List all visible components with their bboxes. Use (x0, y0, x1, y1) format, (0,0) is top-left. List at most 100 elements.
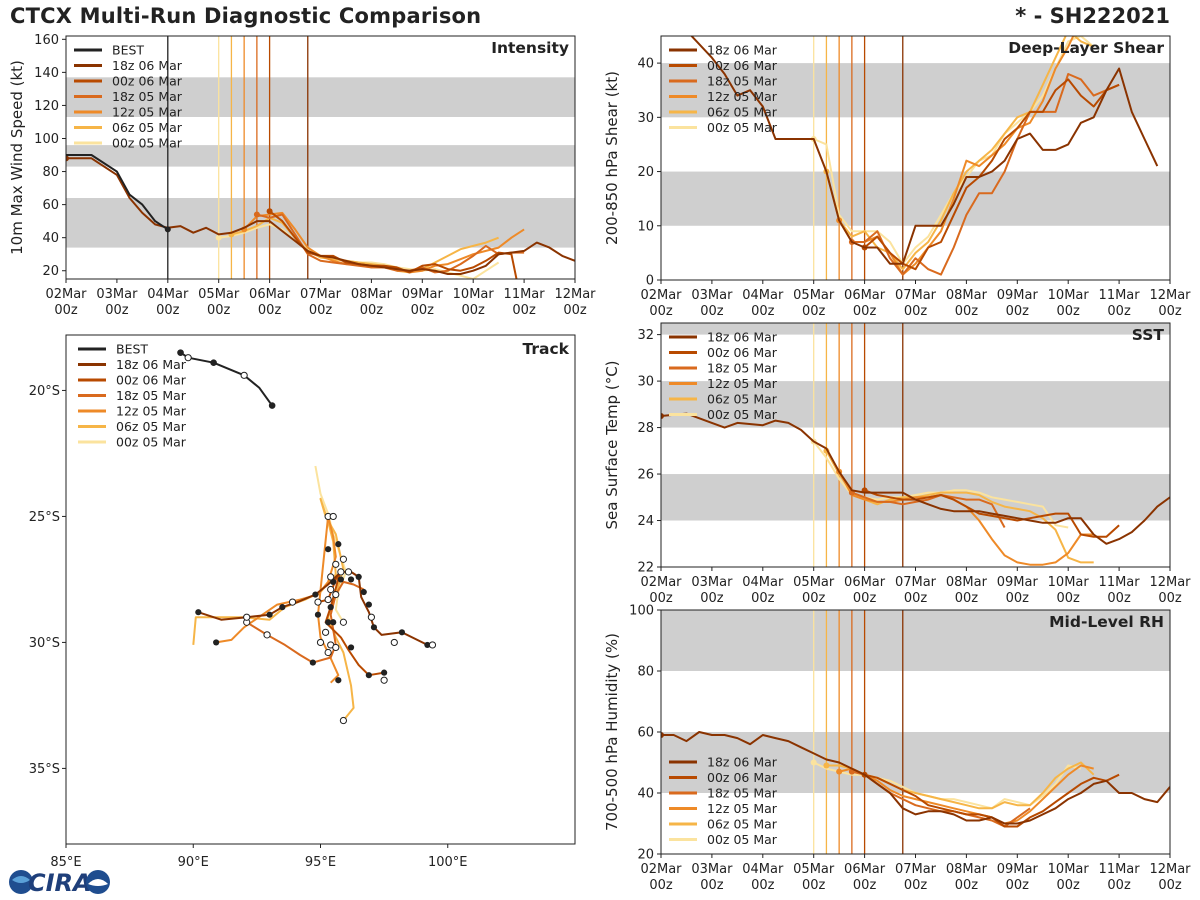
sst-xtick-label: 00z (751, 591, 775, 606)
rh-xtick-label: 00z (1107, 878, 1131, 893)
track-filled-marker (312, 591, 319, 598)
rh-xtick-label: 06Mar (844, 862, 886, 877)
track-open-marker (344, 568, 353, 576)
shear-xtick-label: 04Mar (742, 288, 784, 303)
shear-xtick-label: 00z (751, 304, 775, 319)
intensity-series-BEST (66, 154, 169, 231)
rh-xtick-label: 00z (1006, 878, 1030, 893)
track-filled-marker (325, 619, 332, 626)
shear-ylabel: 200-850 hPa Shear (kt) (603, 71, 621, 245)
rh-xtick-label: 08Mar (946, 862, 988, 877)
sst-xtick-label: 04Mar (742, 575, 784, 590)
track-open-marker (339, 555, 348, 563)
sst-legend-label: 12z 05 Mar (707, 376, 778, 391)
track-filled-marker (337, 576, 344, 583)
sst-legend-label: 06z 05 Mar (707, 392, 778, 407)
track-best-marker (210, 359, 217, 367)
track-open-marker (380, 676, 388, 684)
intensity-init-marker (266, 208, 273, 215)
rh-legend-label: 00z 05 Mar (707, 832, 778, 847)
shear-series-18z-05-Mar (851, 73, 1120, 276)
rh-init-marker (810, 759, 817, 766)
track-filled-marker (365, 601, 372, 608)
rh-ytick-label: 60 (637, 726, 654, 741)
track-open-marker (428, 641, 437, 649)
intensity-xtick-label: 09Mar (402, 287, 444, 302)
sst-xtick-label: 00z (853, 591, 877, 606)
figure-title: CTCX Multi-Run Diagnostic Comparison (10, 4, 482, 28)
track-legend-label: 06z 05 Mar (116, 419, 187, 434)
rh-xtick-label: 00z (802, 878, 826, 893)
sst-init-marker (661, 412, 664, 419)
storm-id: * - SH222021 (1015, 4, 1170, 28)
sst-xtick-label: 09Mar (997, 575, 1039, 590)
intensity-ylabel: 10m Max Wind Speed (kt) (8, 60, 26, 255)
rh-legend-label: 06z 05 Mar (707, 817, 778, 832)
intensity-xtick-label: 08Mar (351, 287, 393, 302)
track-ytick-label: 35°S (29, 762, 60, 777)
intensity-xtick-label: 10Mar (453, 287, 495, 302)
shear-ytick-label: 0 (646, 274, 654, 289)
rh-legend-label: 18z 05 Mar (707, 786, 778, 801)
track-open-marker (314, 598, 322, 606)
track-open-marker (339, 716, 348, 725)
shear-legend-label: 18z 05 Mar (707, 74, 778, 89)
intensity-legend-label: 12z 05 Mar (112, 105, 183, 120)
shear-xtick-label: 06Mar (844, 288, 886, 303)
track-open-marker (327, 585, 335, 594)
sst-xtick-label: 00z (904, 591, 928, 606)
track-xtick-label: 100°E (428, 855, 468, 870)
intensity-xtick-label: 00z (411, 303, 435, 318)
shear-ytick-label: 40 (637, 57, 654, 72)
shear-xtick-label: 05Mar (793, 288, 835, 303)
intensity-xtick-label: 02Mar (45, 287, 87, 302)
track-title: Track (523, 340, 570, 358)
sst-xtick-label: 06Mar (844, 575, 886, 590)
shear-legend-label: 00z 06 Mar (707, 58, 778, 73)
rh-xtick-label: 00z (853, 878, 877, 893)
intensity-xtick-label: 00z (105, 303, 129, 318)
intensity-xtick-label: 06Mar (249, 287, 291, 302)
track-legend-label: 18z 05 Mar (116, 388, 187, 403)
rh-xtick-label: 07Mar (895, 862, 937, 877)
rh-ylabel: 700-500 hPa Humidity (%) (603, 633, 621, 831)
track-series-BEST (179, 351, 273, 407)
intensity-series-18z-06-Mar (66, 157, 575, 275)
shear-xtick-label: 02Mar (640, 288, 682, 303)
rh-xtick-label: 00z (904, 878, 928, 893)
intensity-init-marker (66, 155, 69, 162)
track-open-marker (390, 638, 398, 647)
track-filled-marker (309, 659, 316, 666)
intensity-xtick-label: 00z (258, 303, 282, 318)
sst-ytick-label: 28 (637, 421, 654, 436)
track-legend-label: 18z 06 Mar (116, 357, 187, 372)
track-filled-marker (330, 578, 337, 586)
track-open-marker (184, 354, 192, 362)
shear-xtick-label: 12Mar (1149, 288, 1191, 303)
sst-xtick-label: 12Mar (1149, 575, 1191, 590)
track-filled-marker (327, 604, 334, 611)
track-ytick-label: 30°S (29, 636, 60, 651)
rh-ytick-label: 80 (637, 665, 654, 680)
intensity-title: Intensity (491, 39, 569, 57)
rh-xtick-label: 02Mar (640, 862, 682, 877)
shear-xtick-label: 00z (853, 304, 877, 319)
shear-xtick-label: 00z (1006, 304, 1030, 319)
rh-xtick-label: 00z (1158, 878, 1182, 893)
sst-ylabel: Sea Surface Temp (°C) (603, 360, 621, 529)
track-ytick-label: 20°S (29, 384, 60, 399)
intensity-series-06z-05-Mar (231, 216, 499, 274)
rh-legend-label: 12z 05 Mar (707, 801, 778, 816)
track-open-marker (329, 512, 337, 521)
rh-xtick-label: 05Mar (793, 862, 835, 877)
track-legend-label: 12z 05 Mar (116, 404, 187, 419)
sst-series-18z-05-Mar (851, 491, 1006, 528)
intensity-chart: 2040608010012014016002Mar00z03Mar00z04Ma… (8, 33, 596, 318)
track-open-marker (332, 643, 340, 652)
track-open-marker (324, 648, 332, 657)
rh-xtick-label: 10Mar (1048, 862, 1090, 877)
shear-xtick-label: 09Mar (997, 288, 1039, 303)
sst-xtick-label: 07Mar (895, 575, 937, 590)
sst-xtick-label: 00z (802, 591, 826, 606)
sst-xtick-label: 03Mar (691, 575, 733, 590)
